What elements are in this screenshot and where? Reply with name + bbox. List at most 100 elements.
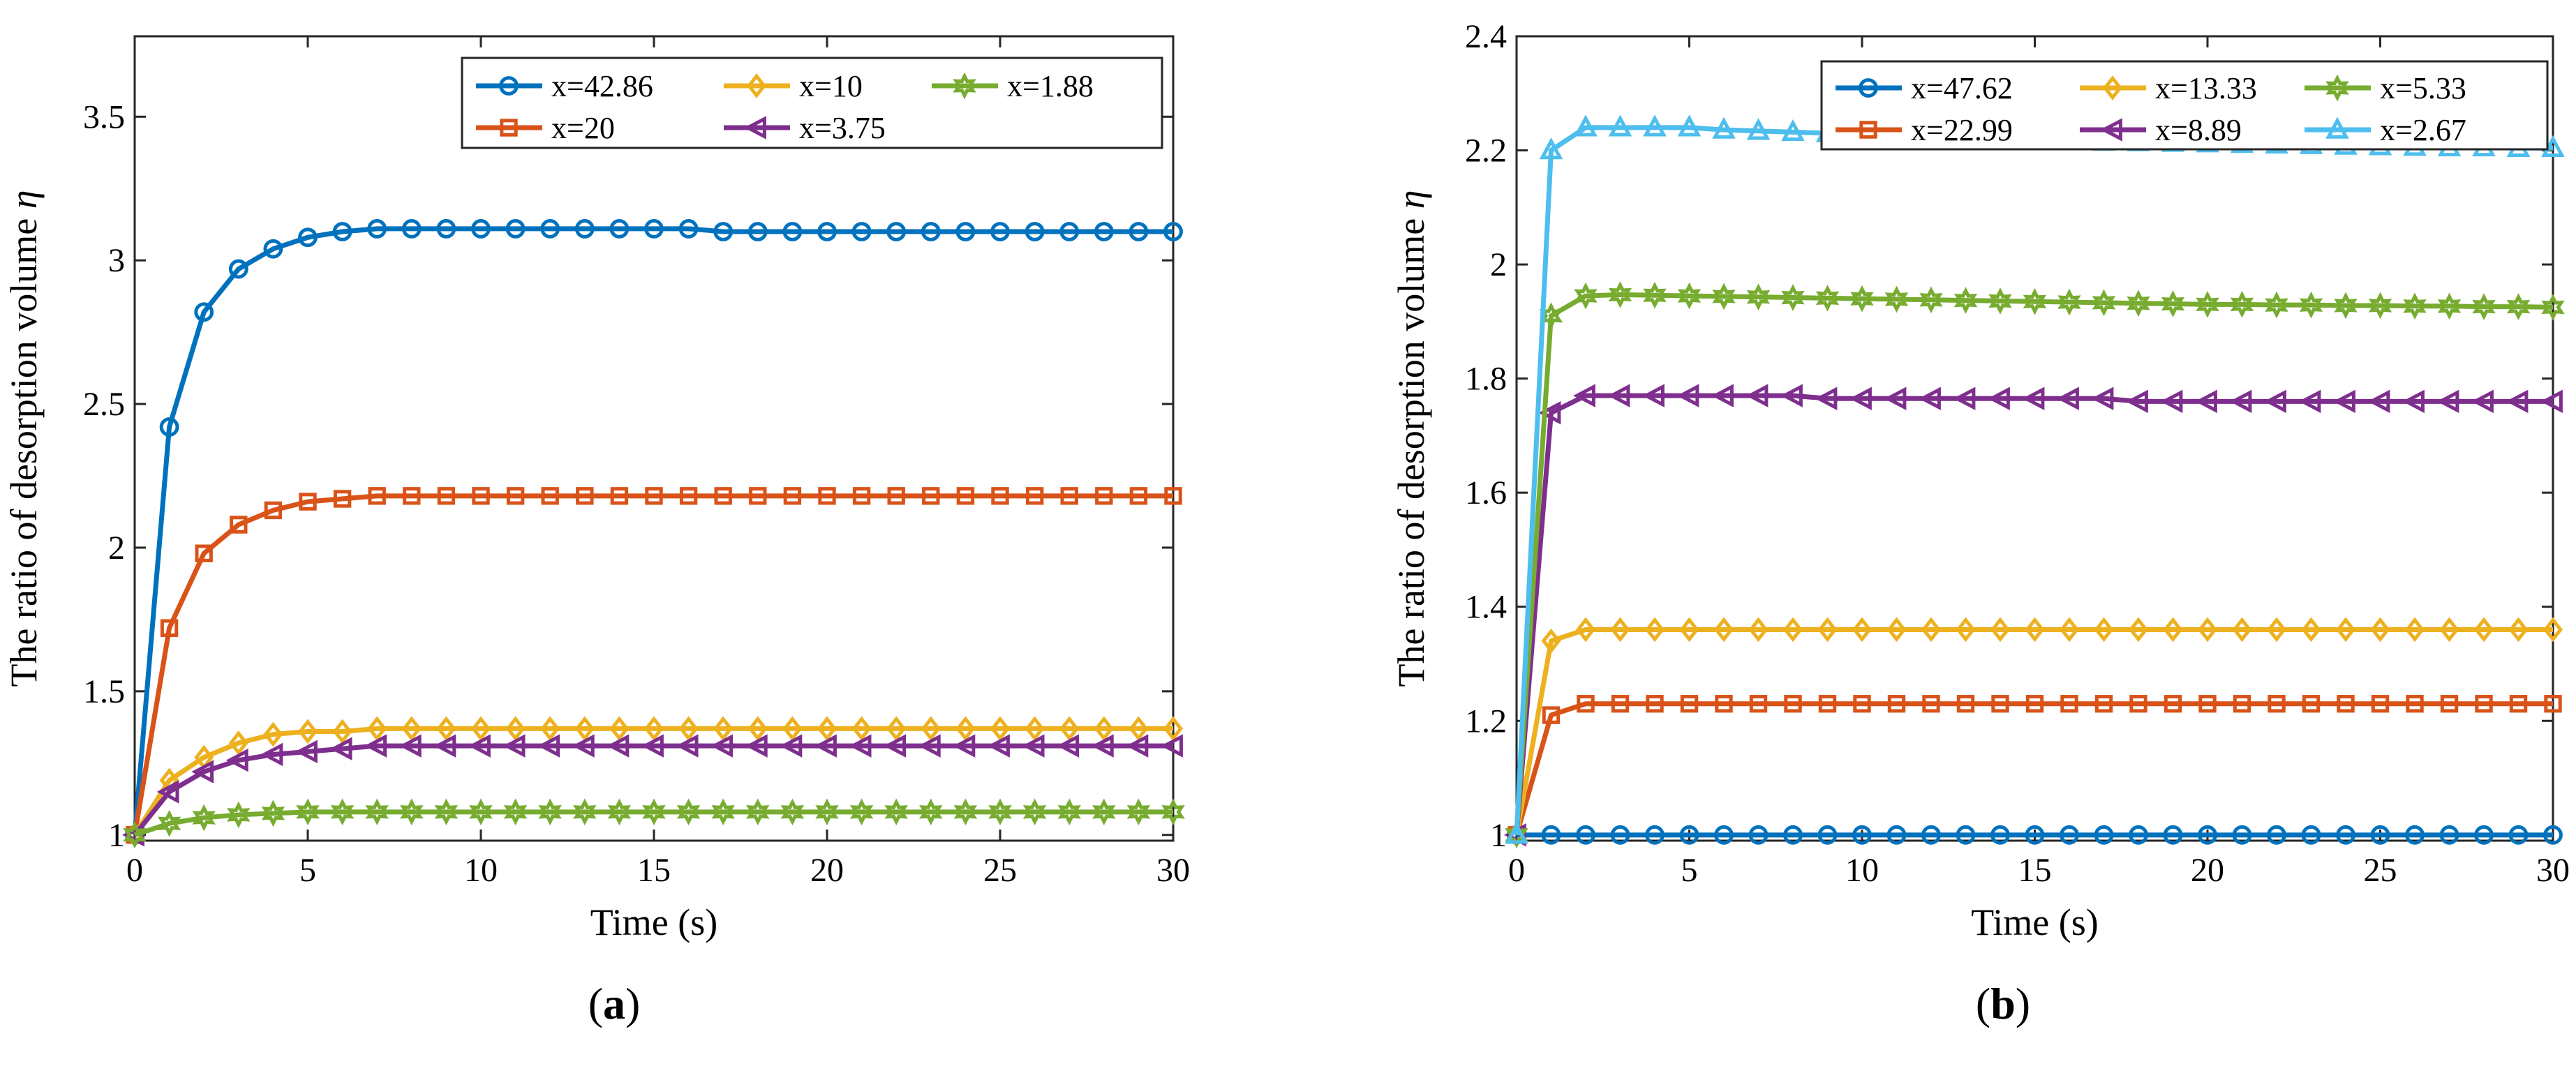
data-point <box>1817 825 1838 845</box>
data-point <box>1919 386 1941 410</box>
y-tick-label: 2.5 <box>83 386 125 423</box>
data-point <box>572 734 595 758</box>
data-point <box>780 798 805 826</box>
data-point <box>401 716 422 742</box>
data-point <box>1161 734 1183 758</box>
data-point <box>2405 617 2425 643</box>
data-point <box>2060 825 2079 845</box>
data-point <box>1887 695 1906 713</box>
legend-marker <box>2325 117 2349 139</box>
data-point <box>368 487 386 505</box>
data-point <box>1573 384 1595 407</box>
data-point <box>2301 825 2321 845</box>
data-point <box>641 734 664 758</box>
data-point <box>1126 734 1149 758</box>
data-point <box>814 734 837 758</box>
data-point <box>884 798 908 826</box>
data-point <box>298 227 318 248</box>
data-point <box>676 798 701 826</box>
data-point <box>953 798 978 826</box>
data-point <box>1850 285 1874 313</box>
data-point <box>2196 290 2219 318</box>
data-point <box>540 218 560 239</box>
data-point <box>2060 617 2079 643</box>
data-point <box>2198 825 2217 845</box>
data-point <box>817 716 837 742</box>
data-point <box>159 417 179 437</box>
data-point <box>711 798 735 826</box>
data-point <box>2025 617 2045 643</box>
y-tick-label: 2 <box>108 530 125 566</box>
data-point <box>399 734 422 758</box>
data-point <box>1988 386 2010 410</box>
x-tick-label: 10 <box>464 852 498 889</box>
data-point <box>2440 695 2459 713</box>
data-point <box>1095 487 1113 505</box>
data-point <box>2160 389 2183 414</box>
y-axis-label-text: The ratio of desorption volume <box>1390 209 1432 686</box>
data-point <box>2198 617 2217 643</box>
legend-marker <box>499 76 519 96</box>
data-point <box>1645 617 1665 643</box>
data-point <box>2232 617 2252 643</box>
data-point <box>123 821 147 849</box>
data-point <box>955 222 976 241</box>
data-point <box>367 218 387 239</box>
data-point <box>574 716 595 742</box>
data-point <box>1746 118 1771 140</box>
y-tick-label: 1.2 <box>1465 703 1507 740</box>
data-point <box>2301 617 2321 643</box>
data-point <box>506 487 525 505</box>
data-point <box>710 734 734 758</box>
data-point <box>1715 695 1733 713</box>
data-point <box>1542 706 1561 724</box>
data-point <box>2094 617 2114 643</box>
data-point <box>1712 117 1736 139</box>
data-point <box>1057 734 1080 758</box>
data-point <box>1059 716 1080 742</box>
data-point <box>2264 389 2286 414</box>
data-point <box>2023 287 2047 315</box>
y-tick-label: 2.2 <box>1465 133 1507 170</box>
data-point <box>2508 617 2529 643</box>
data-point <box>1677 114 1702 137</box>
data-point <box>1815 386 1838 410</box>
data-point <box>1057 798 1081 826</box>
series-x-10 <box>125 716 1183 848</box>
data-point <box>1161 798 1185 826</box>
subfigure-paren-open: ( <box>588 979 603 1028</box>
legend-entry: x=22.99 <box>1836 113 2013 147</box>
data-point <box>2126 389 2148 414</box>
data-point <box>1092 798 1116 826</box>
data-point <box>1643 281 1667 309</box>
data-point <box>365 798 389 826</box>
data-point <box>400 798 424 826</box>
data-point <box>2406 695 2424 713</box>
data-point <box>2402 389 2425 414</box>
data-point <box>1990 617 2010 643</box>
data-point <box>1849 386 1872 410</box>
data-point <box>1783 825 1803 845</box>
legend-label: x=8.89 <box>2155 113 2242 147</box>
legend-label: x=22.99 <box>1911 113 2013 147</box>
data-point <box>2299 291 2323 319</box>
data-point <box>505 716 526 742</box>
data-point <box>573 798 597 826</box>
data-point <box>1025 716 1045 742</box>
data-point <box>2474 617 2494 643</box>
data-point <box>1784 695 1802 713</box>
data-point <box>1886 617 1907 643</box>
x-axis-label: Time (s) <box>590 901 718 943</box>
data-point <box>955 716 976 742</box>
data-point <box>609 716 630 742</box>
data-point <box>1953 386 1976 410</box>
data-point <box>263 239 283 259</box>
data-point <box>642 798 666 826</box>
data-point <box>1576 825 1595 845</box>
data-point <box>1956 695 1975 713</box>
legend-label: x=42.86 <box>551 69 653 103</box>
x-tick-label: 25 <box>983 852 1017 889</box>
data-point <box>988 734 1010 758</box>
data-point <box>540 716 560 742</box>
legend-marker <box>1859 121 1877 139</box>
